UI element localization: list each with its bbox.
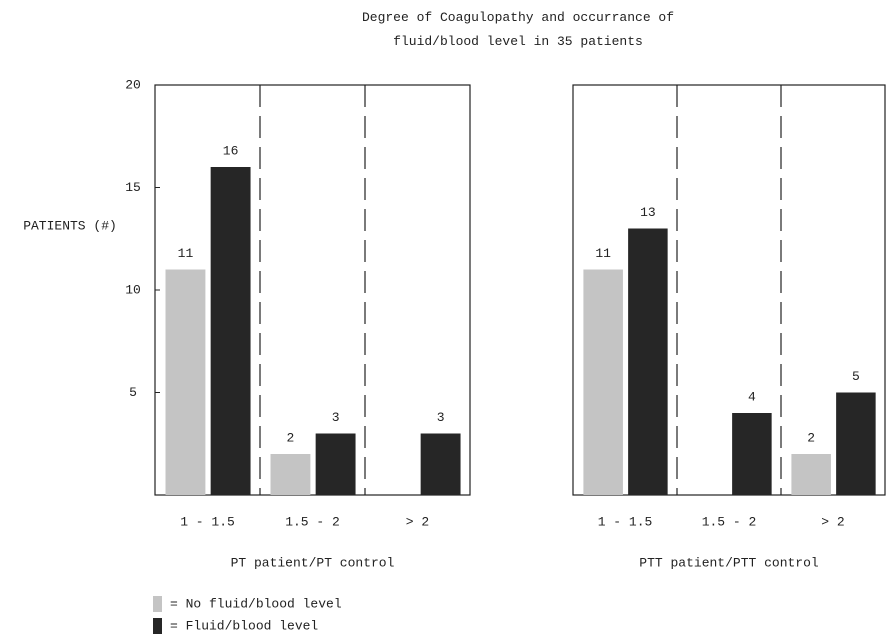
data-label: 4 [748,389,756,404]
x-axis-label: PTT patient/PTT control [639,555,819,570]
legend-label: = No fluid/blood level [170,596,342,611]
bar [165,269,206,495]
x-tick-label: > 2 [821,514,844,529]
data-label: 5 [852,369,860,384]
data-label: 2 [287,430,295,445]
x-axis-label: PT patient/PT control [231,555,395,570]
x-tick-label: 1 - 1.5 [180,514,235,529]
legend-swatch [153,618,162,634]
bar [732,413,772,495]
y-tick-label: 20 [125,77,141,92]
chart-title: Degree of Coagulopathy and occurrance of… [362,10,674,49]
data-label: 11 [595,246,611,261]
legend-label: = Fluid/blood level [170,618,318,633]
legend-swatch [153,596,162,612]
y-tick-label: 15 [125,180,141,195]
y-tick-label: 5 [129,385,137,400]
x-tick-label: > 2 [406,514,429,529]
bar [628,228,668,495]
data-label: 3 [332,410,340,425]
plot-frame [572,84,886,496]
bar [270,454,311,495]
y-axis-label: PATIENTS (#) [23,218,117,233]
y-tick-label: 10 [125,282,141,297]
data-label: 16 [223,143,239,158]
bar [315,433,356,495]
data-label: 3 [437,410,445,425]
x-tick-label: 1 - 1.5 [598,514,653,529]
data-label: 2 [807,430,815,445]
x-tick-label: 1.5 - 2 [702,514,757,529]
bar [583,269,623,495]
data-label: 11 [178,246,194,261]
bar [791,454,831,495]
bar [836,392,876,495]
data-label: 13 [640,205,656,220]
bar [420,433,461,495]
bar [210,167,251,495]
x-tick-label: 1.5 - 2 [285,514,340,529]
